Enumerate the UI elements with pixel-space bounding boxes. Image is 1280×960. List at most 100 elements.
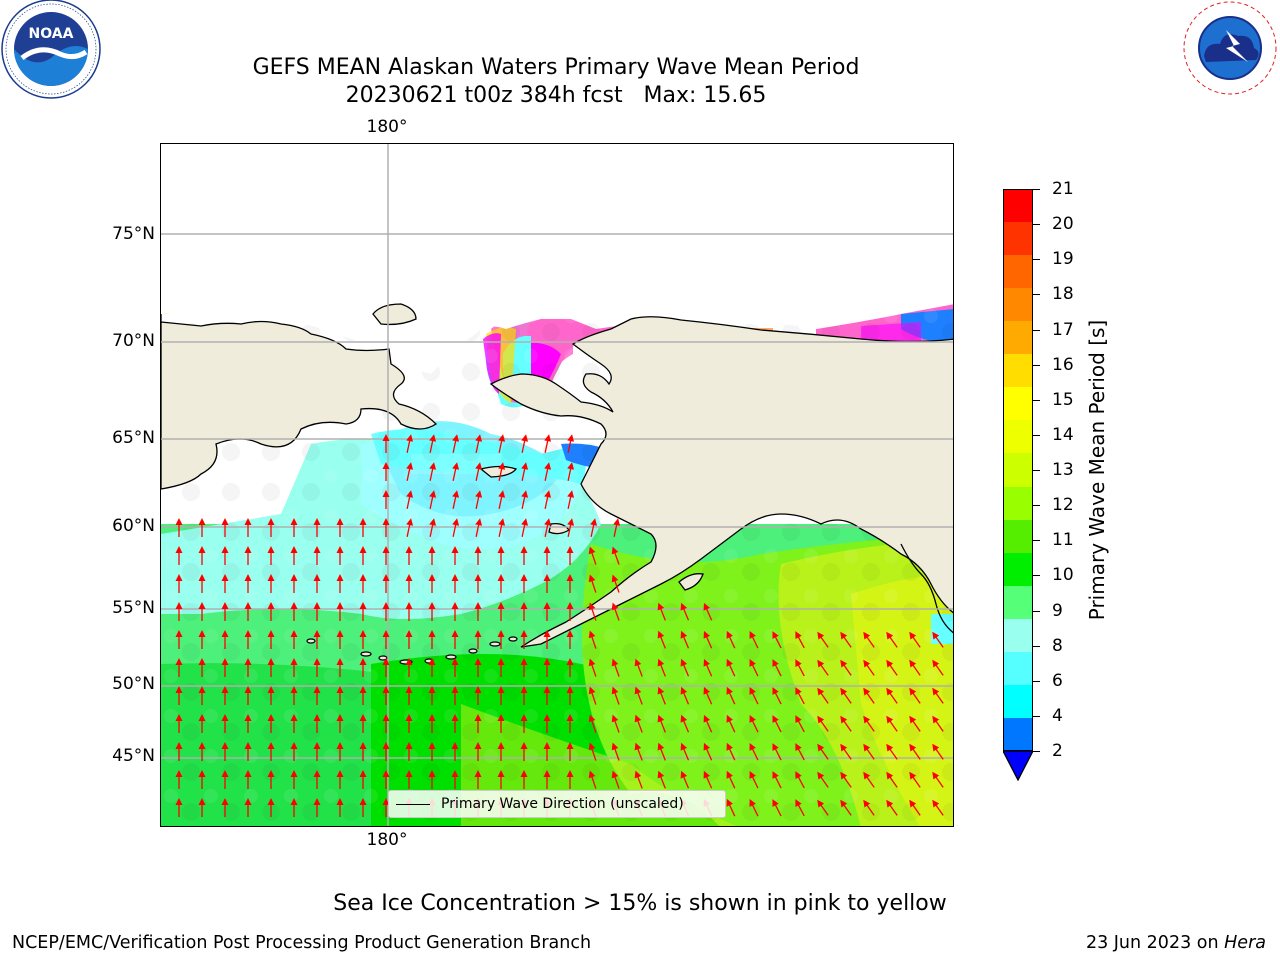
wave-arrow: [313, 770, 321, 789]
lon-label-bottom: 180°: [366, 830, 408, 850]
wave-arrow: [244, 574, 252, 593]
wave-arrow: [909, 687, 921, 704]
wave-arrow: [267, 574, 275, 593]
wave-arrow: [198, 714, 206, 733]
wave-arrow: [520, 658, 528, 677]
legend-label: Primary Wave Direction (unscaled): [441, 796, 684, 812]
footer-host: Hera: [1224, 933, 1266, 953]
wave-arrow: [267, 546, 275, 565]
wave-arrow: [175, 546, 183, 565]
wave-arrow: [909, 771, 921, 788]
wave-arrow: [817, 687, 829, 704]
wave-arrow: [772, 743, 782, 761]
wave-arrow: [244, 546, 252, 565]
wave-arrow: [680, 658, 690, 677]
wave-arrow: [634, 658, 643, 677]
wave-arrow: [497, 630, 505, 649]
wave-arrow: [863, 715, 875, 732]
wave-arrow: [886, 715, 898, 732]
footer-credit: NCEP/EMC/Verification Post Processing Pr…: [12, 933, 592, 953]
wave-arrow: [382, 686, 390, 705]
wave-arrow: [221, 798, 229, 817]
colorbar-tick-label: 13: [1052, 460, 1074, 480]
wave-arrow: [221, 546, 229, 565]
colorbar-segment: [1003, 222, 1033, 256]
wave-arrow: [726, 742, 736, 761]
wave-arrow: [244, 798, 252, 817]
wave-arrow: [359, 518, 367, 537]
wave-arrow: [703, 658, 713, 677]
wave-arrow: [382, 490, 390, 509]
wave-arrow: [521, 434, 529, 453]
wave-arrow: [566, 574, 574, 593]
wave-arrow: [244, 602, 252, 621]
wave-arrow: [474, 714, 482, 733]
wave-arrow: [221, 630, 229, 649]
wave-arrow: [175, 630, 183, 649]
wave-arrow: [498, 462, 506, 481]
wave-arrow: [543, 546, 551, 565]
wave-arrow: [680, 602, 690, 621]
wave-arrow: [634, 714, 643, 733]
wave-arrow: [267, 798, 275, 817]
wave-arrow: [657, 630, 666, 649]
wave-arrow: [772, 771, 782, 789]
wave-arrow: [221, 770, 229, 789]
wave-arrow: [313, 602, 321, 621]
colorbar-segment: [1003, 387, 1033, 421]
colorbar-tick-label: 18: [1052, 284, 1074, 305]
wave-arrow: [703, 770, 713, 789]
wave-arrow: [198, 630, 206, 649]
title-line-1: GEFS MEAN Alaskan Waters Primary Wave Me…: [252, 55, 860, 80]
wave-arrow: [290, 798, 298, 817]
wave-arrow: [428, 574, 436, 593]
lat-label-45: 45°N: [112, 746, 155, 766]
wave-arrow: [474, 770, 482, 789]
colorbar-segment: [1003, 420, 1033, 454]
wave-arrow: [817, 631, 829, 648]
wave-arrow: [175, 602, 183, 621]
map-legend: Primary Wave Direction (unscaled): [388, 790, 726, 818]
wave-arrow: [566, 546, 574, 565]
wave-arrow: [543, 714, 551, 733]
colorbar-border: [1003, 189, 1033, 751]
wave-arrow: [244, 658, 252, 677]
lat-label-50: 50°N: [112, 674, 155, 694]
wave-arrow: [886, 799, 898, 816]
wave-arrow: [451, 714, 459, 733]
wave-arrow: [497, 546, 505, 565]
colorbar-tick-mark: [1033, 540, 1040, 542]
wave-arrow: [886, 771, 898, 788]
wave-arrow: [313, 714, 321, 733]
wave-arrow: [588, 630, 597, 649]
wave-arrow: [795, 771, 805, 789]
wave-arrow: [244, 686, 252, 705]
wave-arrow: [566, 630, 574, 649]
wave-arrow: [359, 798, 367, 817]
lat-label-70: 70°N: [112, 331, 155, 351]
wave-arrow: [406, 490, 414, 509]
colorbar-tick-label: 6: [1052, 670, 1063, 691]
wave-arrow: [290, 686, 298, 705]
wave-arrow: [588, 770, 597, 789]
wave-arrow: [749, 631, 759, 649]
wave-arrow: [336, 602, 344, 621]
wave-arrow: [588, 602, 597, 621]
wave-arrow: [497, 742, 505, 761]
wave-arrow: [497, 714, 505, 733]
wave-arrow: [932, 659, 944, 676]
wave-arrow: [359, 658, 367, 677]
wave-arrow: [566, 658, 574, 677]
colorbar-segment: [1003, 321, 1033, 355]
wave-arrow: [405, 630, 413, 649]
colorbar-segment: [1003, 717, 1033, 752]
colorbar-tick-mark: [1033, 294, 1040, 296]
colorbar-tick-mark: [1033, 715, 1040, 717]
wave-arrow: [313, 518, 321, 537]
wave-arrow: [817, 771, 829, 788]
wave-arrow: [290, 714, 298, 733]
wave-arrow: [497, 658, 505, 677]
wave-arrow: [726, 770, 736, 789]
wave-arrow: [886, 743, 898, 760]
wave-arrow: [566, 770, 574, 789]
